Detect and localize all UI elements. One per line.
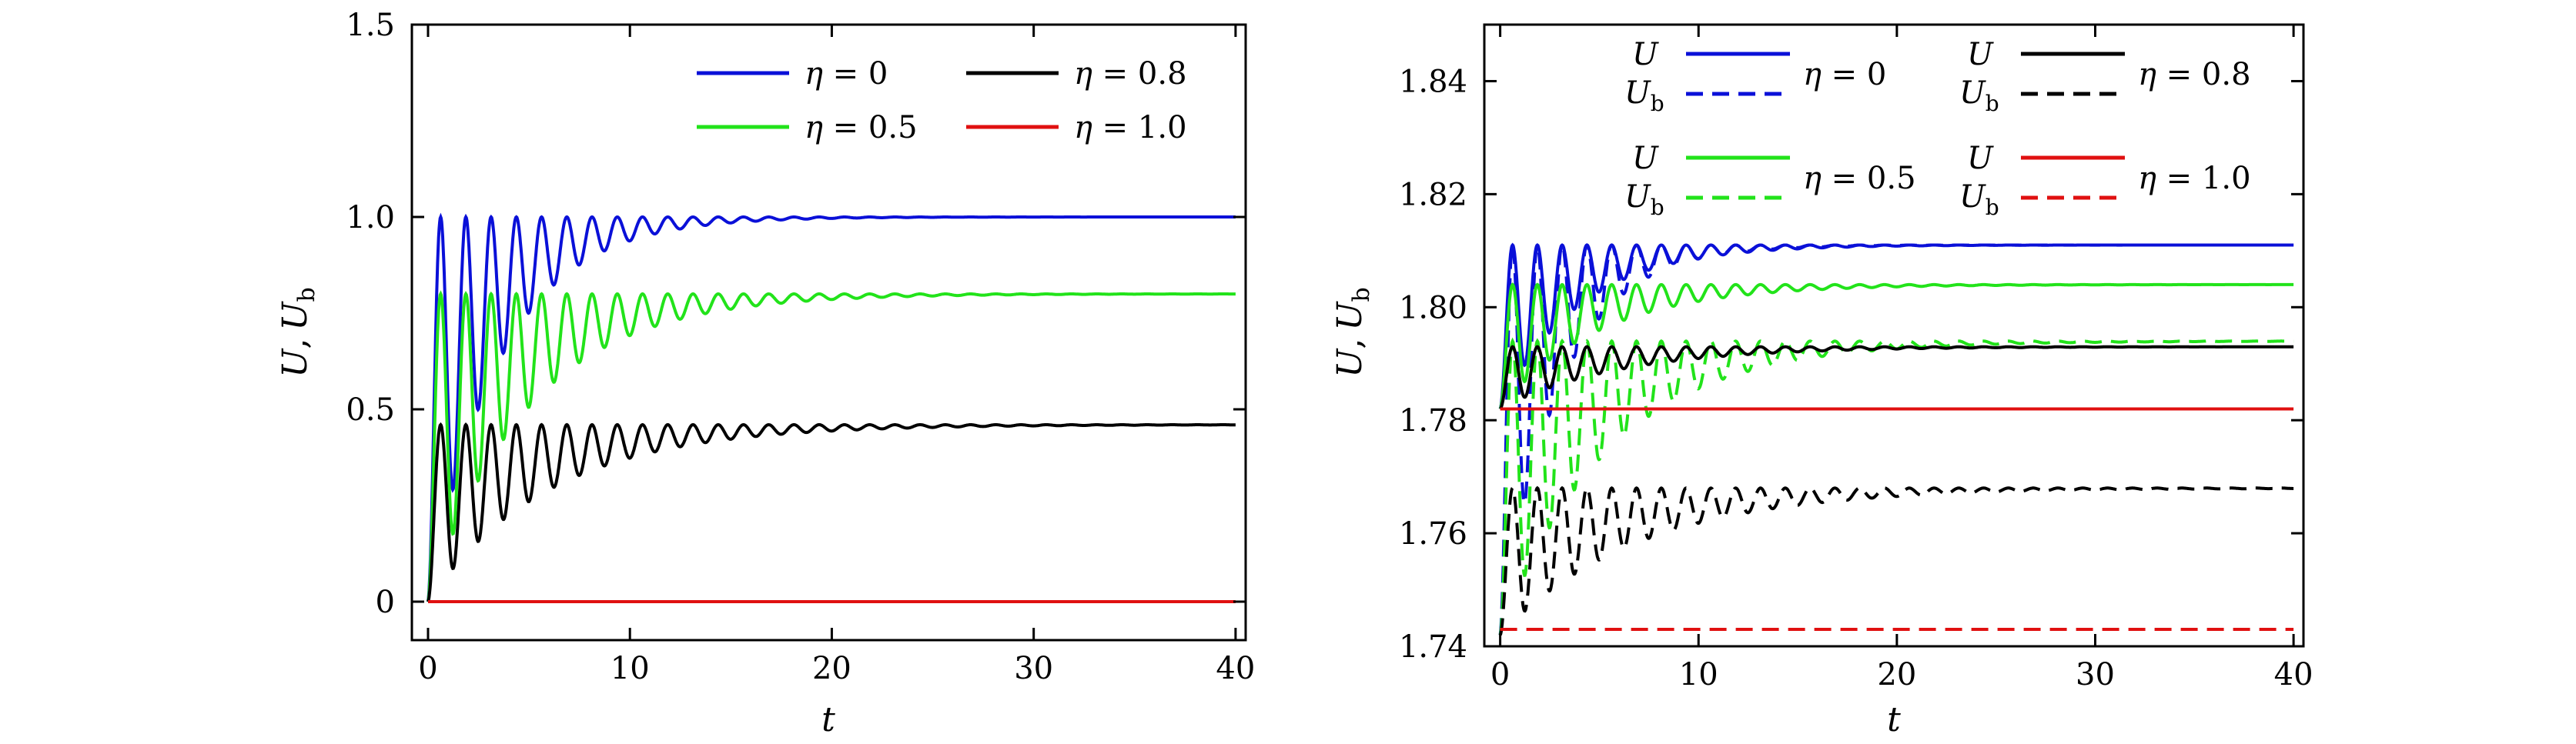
series-line-left-0 xyxy=(427,212,1236,602)
legend-u-label: U xyxy=(1967,37,1994,72)
series-line-right-2 xyxy=(1498,282,2294,410)
x-axis-label-left: t xyxy=(821,700,835,739)
y-tick-label: 1.82 xyxy=(1399,177,1467,212)
x-tick-label: 40 xyxy=(1216,651,1255,686)
legend-u-label: U xyxy=(1967,141,1994,176)
series-line-right-5 xyxy=(1498,485,2294,636)
x-tick-label: 10 xyxy=(611,651,650,686)
x-axis-label-right: t xyxy=(1887,700,1901,739)
x-tick-label: 40 xyxy=(2274,657,2313,692)
y-tick-label: 1.0 xyxy=(346,200,395,235)
x-tick-label: 20 xyxy=(1877,657,1916,692)
y-label-u: U xyxy=(1330,348,1370,378)
legend-label: η = 0 xyxy=(805,56,888,92)
legend-label: η = 1.0 xyxy=(1074,110,1187,145)
y-tick-label: 1.84 xyxy=(1399,64,1467,99)
legend-ub-label: Ub xyxy=(1959,179,1999,220)
y-label-comma: , xyxy=(276,339,315,349)
y-label-sub: b xyxy=(293,287,320,302)
legend-ub-label: Ub xyxy=(1624,75,1664,116)
x-tick-label: 0 xyxy=(1490,657,1510,692)
legend-ub-label: Ub xyxy=(1624,179,1664,220)
y-label-ub: U xyxy=(276,301,315,331)
y-label-comma: , xyxy=(1330,339,1370,349)
x-tick-label: 0 xyxy=(418,651,437,686)
y-label-sub: b xyxy=(1348,287,1375,302)
y-label-u: U xyxy=(276,348,315,378)
legend-u-label: U xyxy=(1632,37,1659,72)
y-tick-label: 1.5 xyxy=(346,8,395,43)
x-tick-label: 10 xyxy=(1679,657,1718,692)
svg-text:U,Ub: U,Ub xyxy=(1330,287,1375,377)
y-axis-label-right: U,Ub xyxy=(1330,287,1375,377)
svg-text:U,Ub: U,Ub xyxy=(276,287,320,377)
legend-u-label: U xyxy=(1632,141,1659,176)
y-tick-label: 1.76 xyxy=(1399,516,1467,552)
y-tick-label: 0.5 xyxy=(346,392,395,428)
legend-label: η = 0.5 xyxy=(805,110,918,145)
series-line-right-4 xyxy=(1499,345,2294,410)
y-axis-label-left: U,Ub xyxy=(276,287,320,377)
y-tick-label: 1.80 xyxy=(1399,290,1467,325)
y-tick-label: 1.78 xyxy=(1399,403,1467,439)
series-line-right-3 xyxy=(1498,337,2294,636)
x-tick-label: 30 xyxy=(2076,657,2115,692)
plot-frame-right xyxy=(1483,23,2305,648)
series-line-right-0 xyxy=(1498,242,2294,410)
legend-eta-label: η = 0.8 xyxy=(2138,57,2251,92)
x-tick-label: 30 xyxy=(1014,651,1053,686)
legend-ub-label: Ub xyxy=(1959,75,1999,116)
chart-panel-right: 0 10 20 30 401.741.761.781.801.821.84 t U,Ub… xyxy=(1330,23,2313,739)
legend-left: η = 0 η = 0.8 η = 0.5 η = 1.0 xyxy=(697,56,1187,145)
legend-eta-label: η = 0 xyxy=(1803,57,1886,92)
y-tick-label: 0 xyxy=(376,585,395,620)
y-tick-label: 1.74 xyxy=(1399,629,1467,665)
y-label-ub: U xyxy=(1330,301,1370,331)
series-line-left-2 xyxy=(427,422,1236,602)
series-line-left-1 xyxy=(427,290,1236,602)
legend-label: η = 0.8 xyxy=(1074,56,1187,92)
legend-eta-label: η = 0.5 xyxy=(1803,161,1916,196)
legend-eta-label: η = 1.0 xyxy=(2138,161,2251,196)
x-tick-label: 20 xyxy=(812,651,851,686)
plot-frame-left xyxy=(410,23,1247,642)
